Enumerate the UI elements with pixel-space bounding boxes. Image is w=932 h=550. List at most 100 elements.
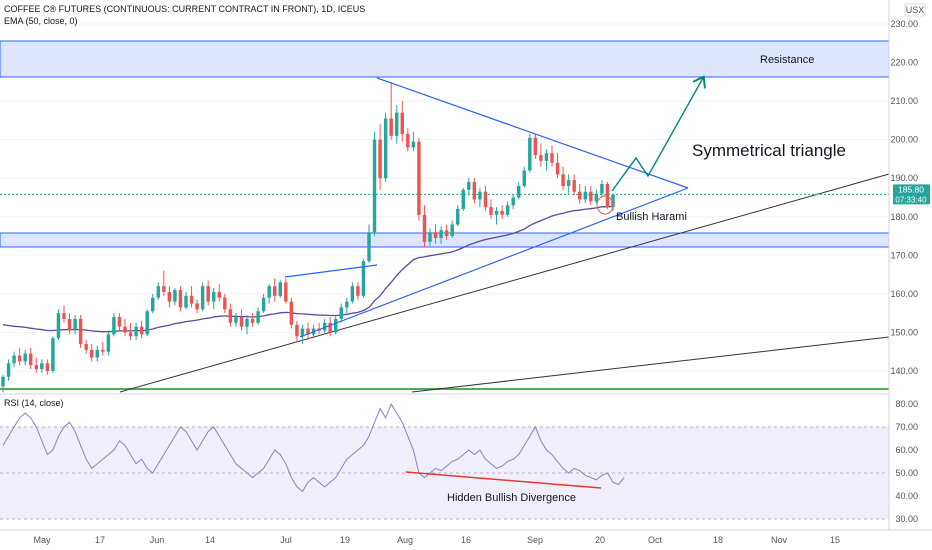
- candle[interactable]: [200, 282, 205, 312]
- candle[interactable]: [162, 270, 166, 296]
- ema-legend[interactable]: EMA (50, close, 0): [4, 16, 78, 26]
- candle[interactable]: [300, 324, 305, 345]
- candle[interactable]: [517, 182, 521, 200]
- candle[interactable]: [478, 187, 482, 208]
- candle[interactable]: [206, 280, 210, 306]
- candle[interactable]: [84, 340, 88, 354]
- candle[interactable]: [223, 293, 227, 314]
- candle[interactable]: [433, 224, 438, 244]
- candle[interactable]: [267, 284, 271, 304]
- triangle-upper-line[interactable]: [376, 77, 689, 189]
- candle[interactable]: [189, 286, 194, 308]
- candle[interactable]: [250, 313, 255, 327]
- support-zone[interactable]: [0, 232, 890, 248]
- candle[interactable]: [73, 315, 77, 335]
- candle[interactable]: [395, 104, 399, 144]
- candle[interactable]: [322, 318, 327, 335]
- candle[interactable]: [112, 313, 116, 337]
- candle[interactable]: [361, 259, 366, 298]
- candle[interactable]: [101, 342, 105, 356]
- candle[interactable]: [483, 185, 488, 211]
- candle[interactable]: [467, 178, 471, 196]
- candle[interactable]: [444, 224, 449, 240]
- candle[interactable]: [29, 347, 33, 370]
- candle[interactable]: [56, 309, 61, 341]
- resistance-zone[interactable]: [0, 40, 890, 78]
- candle[interactable]: [550, 145, 554, 167]
- candle[interactable]: [528, 133, 532, 173]
- candle[interactable]: [589, 185, 593, 206]
- candle[interactable]: [40, 359, 44, 373]
- ema-50-line[interactable]: [2, 205, 614, 333]
- triangle-support-top[interactable]: [284, 264, 378, 278]
- candle[interactable]: [17, 347, 22, 366]
- price-axis[interactable]: [889, 0, 932, 530]
- candle[interactable]: [156, 282, 160, 300]
- candle[interactable]: [12, 351, 16, 368]
- candle[interactable]: [128, 322, 133, 341]
- candle[interactable]: [67, 313, 72, 335]
- candle[interactable]: [95, 345, 99, 362]
- candle[interactable]: [139, 320, 144, 339]
- candle[interactable]: [372, 131, 377, 237]
- triangle-lower-line[interactable]: [299, 187, 689, 338]
- candle[interactable]: [378, 124, 382, 190]
- candle[interactable]: [234, 313, 238, 327]
- candle[interactable]: [505, 201, 510, 217]
- candle[interactable]: [544, 149, 549, 171]
- candle[interactable]: [578, 184, 582, 204]
- candle[interactable]: [456, 205, 460, 227]
- candle[interactable]: [195, 299, 199, 314]
- candle[interactable]: [178, 286, 183, 312]
- candle[interactable]: [494, 207, 499, 225]
- candle[interactable]: [289, 297, 294, 329]
- candle[interactable]: [328, 317, 332, 337]
- candle[interactable]: [561, 166, 565, 190]
- candle[interactable]: [500, 205, 504, 219]
- candle[interactable]: [62, 305, 66, 323]
- candle[interactable]: [594, 189, 599, 204]
- candle[interactable]: [439, 226, 443, 244]
- rising-trendline[interactable]: [119, 173, 890, 393]
- lower-rising-trendline[interactable]: [411, 336, 890, 393]
- rsi-line[interactable]: [2, 402, 625, 493]
- candle[interactable]: [334, 315, 338, 335]
- candle[interactable]: [23, 349, 27, 366]
- candle[interactable]: [367, 224, 371, 264]
- candle[interactable]: [134, 322, 138, 341]
- candle[interactable]: [284, 278, 288, 304]
- candle[interactable]: [273, 278, 277, 302]
- candle[interactable]: [278, 280, 282, 298]
- breakout-projection-arrow[interactable]: [611, 78, 703, 192]
- candle[interactable]: [533, 133, 538, 159]
- candle[interactable]: [555, 153, 560, 179]
- candle[interactable]: [106, 330, 111, 356]
- candle[interactable]: [511, 193, 515, 210]
- candle[interactable]: [522, 166, 526, 188]
- candle[interactable]: [90, 344, 94, 362]
- candle[interactable]: [184, 291, 188, 310]
- candle[interactable]: [356, 282, 360, 300]
- candle[interactable]: [345, 297, 349, 314]
- candle[interactable]: [256, 307, 260, 325]
- candle[interactable]: [212, 288, 216, 310]
- candle[interactable]: [417, 137, 421, 221]
- candle[interactable]: [605, 182, 610, 210]
- candle[interactable]: [34, 357, 38, 373]
- candle[interactable]: [173, 288, 177, 306]
- candle[interactable]: [350, 282, 355, 304]
- candle[interactable]: [411, 131, 416, 152]
- candle[interactable]: [400, 101, 404, 142]
- currency-label[interactable]: USX: [906, 5, 925, 15]
- divergence-line[interactable]: [405, 471, 602, 489]
- candle[interactable]: [245, 315, 249, 335]
- candle[interactable]: [117, 313, 122, 331]
- candle[interactable]: [572, 174, 576, 196]
- candle[interactable]: [295, 320, 299, 343]
- bullish-harami-marker[interactable]: [596, 195, 614, 215]
- symbol-title[interactable]: COFFEE C® FUTURES (CONTINUOUS: CURRENT C…: [4, 4, 365, 14]
- candle[interactable]: [78, 315, 83, 348]
- candle[interactable]: [472, 178, 477, 204]
- candle[interactable]: [306, 322, 310, 341]
